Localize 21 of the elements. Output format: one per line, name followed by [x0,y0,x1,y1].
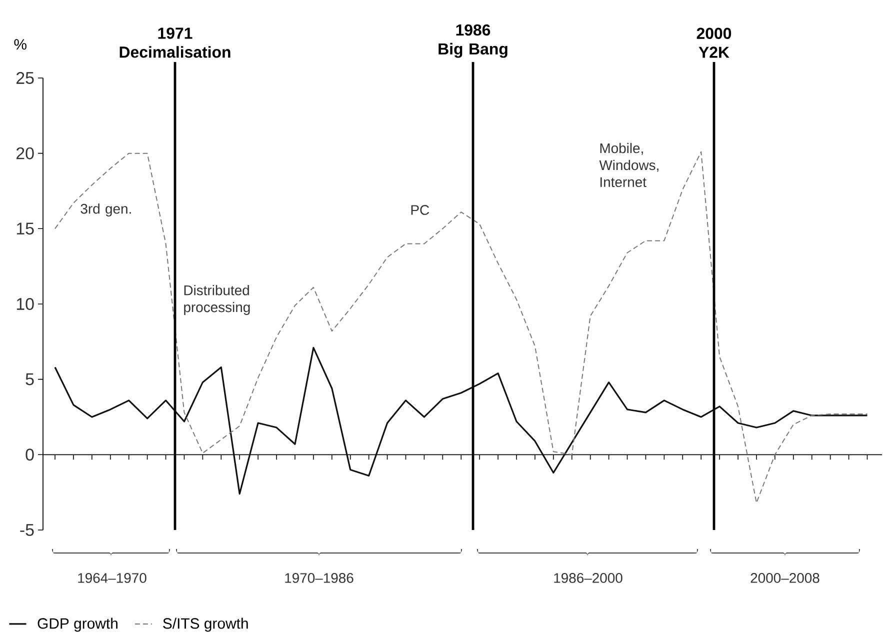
text: 2000 Y2K [696,28,732,58]
annotation: Distributed processing [184,285,250,315]
y-tick-label: 15 [16,222,34,235]
text: 1986 Big Bang [438,24,508,58]
text: 1970–1986 [285,573,354,583]
y-tick-label: -5 [20,524,34,536]
y-tick-label: 20 [16,147,34,160]
text: 1971 Decimalisation [120,28,230,58]
text: 1964–1970 [78,573,146,583]
text: 1986–2000 [554,573,622,583]
annotation: PC [411,205,430,215]
legend-label: S/ITS growth [163,618,248,632]
text: 2000–2008 [750,573,820,583]
y-tick-label: 10 [16,298,34,310]
annotation: Mobile, Windows, Internet [599,142,658,188]
y-tick-label: 0 [26,448,34,461]
y-tick-label: 25 [16,72,34,84]
y-tick-label: 5 [26,373,34,386]
legend-label: GDP growth [38,618,118,632]
annotation: 3rd gen. [80,203,131,216]
y-axis-title: % [14,39,26,50]
